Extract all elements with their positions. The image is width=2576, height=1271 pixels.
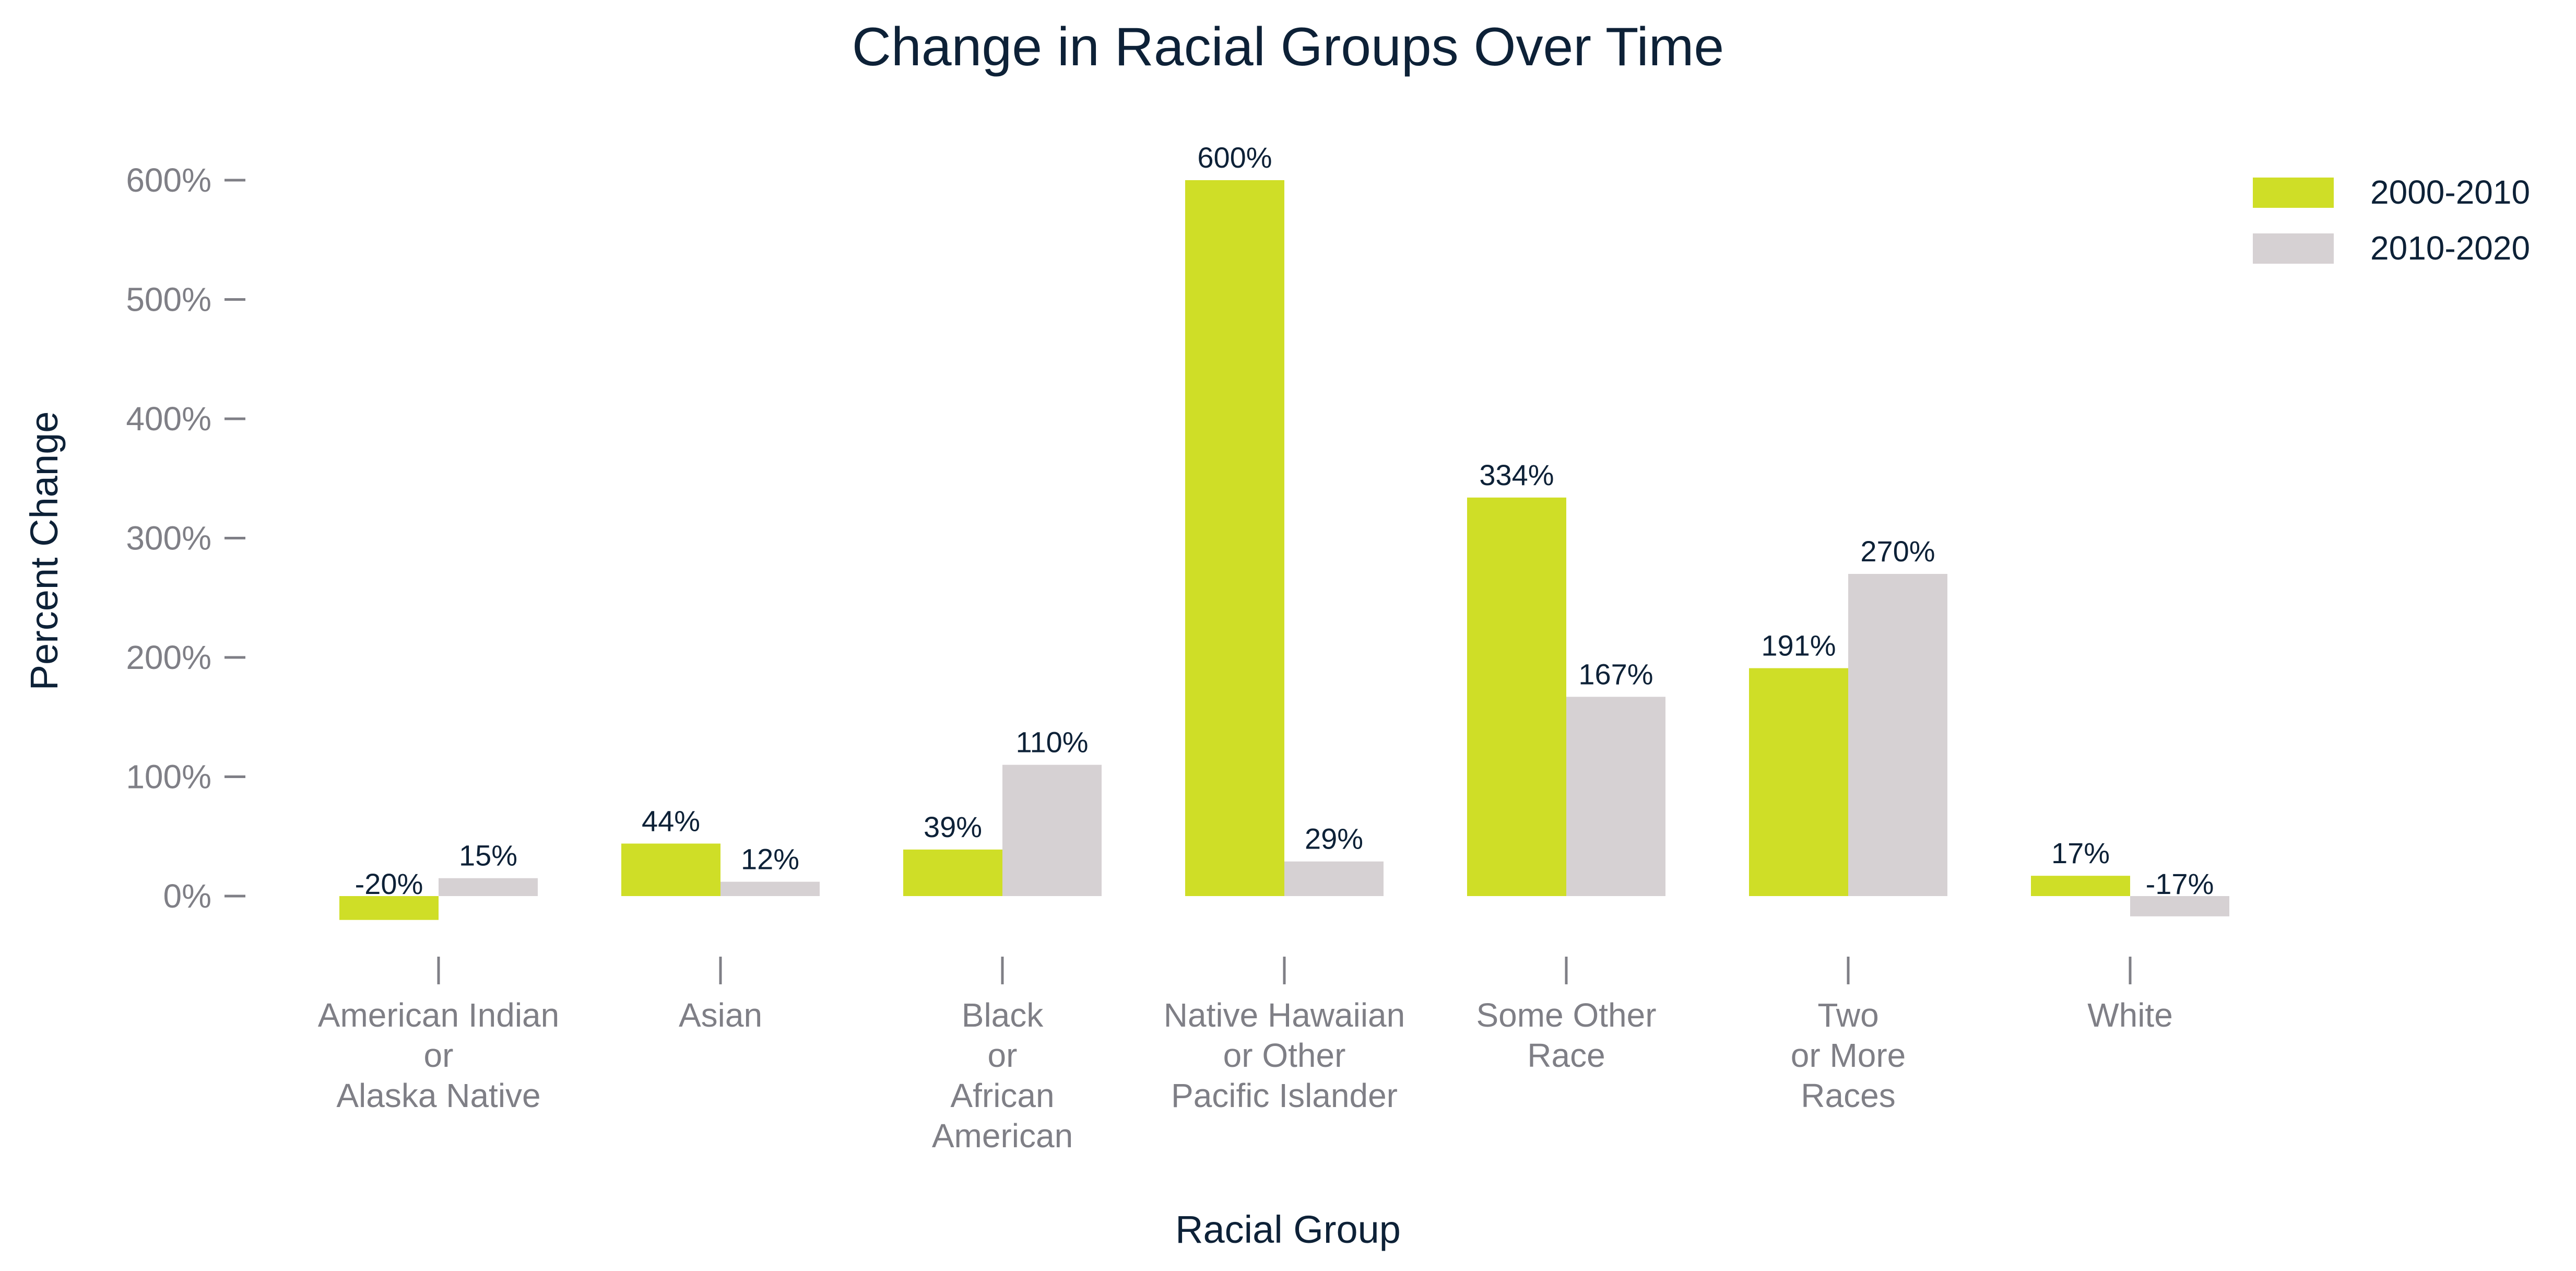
x-tick-label: Native Hawaiian or Other Pacific Islander [1164,996,1405,1114]
bar [1848,574,1947,896]
legend-label: 2010-2020 [2370,229,2530,267]
legend-swatch [2253,178,2334,208]
x-axis-title: Racial Group [1175,1208,1401,1251]
data-label: 15% [459,839,517,872]
x-tick-label: Some Other Race [1476,996,1656,1074]
y-axis: 0% 100% 200% 300% 400% 500% 600% [126,161,245,915]
x-tick-label: American Indian or Alaska Native [318,996,559,1114]
data-label: -17% [2146,867,2214,900]
data-label: 600% [1197,141,1272,174]
data-label: 44% [642,804,700,837]
x-tick-label: Two or More Races [1791,996,1906,1114]
bars [339,180,2229,920]
bar [1185,180,1284,896]
bar [339,896,439,920]
bar [1002,764,1102,896]
y-tick-label: 400% [126,400,211,438]
x-axis: American Indian or Alaska Native Asian Black… [318,957,2173,1155]
bar [1467,497,1566,896]
data-label: 29% [1305,822,1363,855]
data-label: 17% [2051,837,2110,869]
y-tick-label: 200% [126,639,211,676]
data-label: 39% [924,810,982,843]
y-tick-label: 0% [163,877,212,915]
bar [439,878,538,896]
bar [903,849,1002,896]
bar [1284,861,1384,896]
data-label: -20% [355,867,423,900]
y-axis-title: Percent Change [22,411,66,691]
data-labels: -20% 15% 44% 12% 39% 110% 600% 29% 334% 167% 191% 2… [355,141,2214,900]
legend-label: 2000-2010 [2370,173,2530,211]
y-tick-label: 600% [126,161,211,199]
data-label: 110% [1015,726,1088,759]
x-tick-label: White [2087,996,2173,1034]
data-label: 191% [1761,629,1836,662]
x-tick-label: Asian [679,996,762,1034]
y-tick-label: 500% [126,281,211,319]
bar [720,881,820,896]
data-label: 167% [1578,657,1653,690]
legend-swatch [2253,233,2334,264]
bar [1566,697,1665,896]
data-label: 334% [1479,458,1554,491]
y-tick-label: 100% [126,758,211,796]
bar [621,843,720,896]
data-label: 270% [1860,535,1935,568]
chart-title: Change in Racial Groups Over Time [852,17,1724,77]
y-tick-label: 300% [126,520,211,557]
bar [2031,876,2130,896]
x-tick-label: Black or African American [932,996,1073,1155]
legend: 2000-2010 2010-2020 [2253,173,2530,267]
bar [1749,668,1848,896]
bar [2130,896,2229,916]
data-label: 12% [741,843,799,876]
